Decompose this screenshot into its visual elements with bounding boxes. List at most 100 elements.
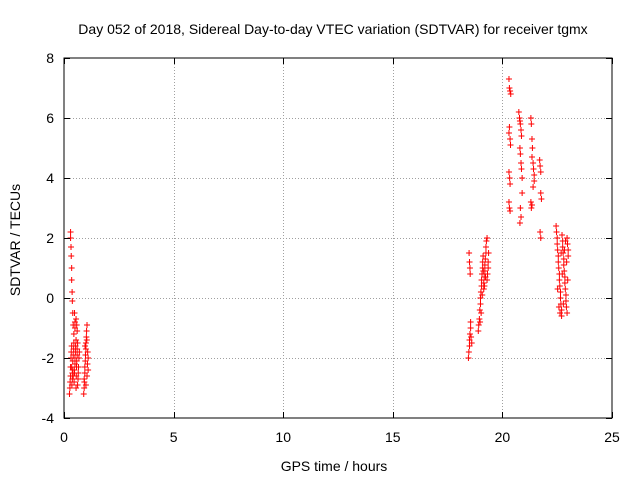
data-point xyxy=(560,301,567,307)
data-point xyxy=(530,184,537,190)
data-point xyxy=(475,322,482,328)
data-point xyxy=(465,355,472,361)
data-point xyxy=(75,376,82,382)
grid-lines xyxy=(64,58,612,418)
data-point xyxy=(527,199,534,205)
data-point xyxy=(564,235,571,241)
data-point xyxy=(84,322,91,328)
data-point xyxy=(560,262,567,268)
data-point xyxy=(561,274,568,280)
x-tick-label: 20 xyxy=(495,429,511,445)
data-point xyxy=(559,271,566,277)
data-point xyxy=(73,316,80,322)
data-point xyxy=(478,310,485,316)
y-tick-label: 8 xyxy=(46,50,54,66)
data-point xyxy=(480,268,487,274)
y-tick-label: 2 xyxy=(46,230,54,246)
data-point xyxy=(506,205,513,211)
data-point xyxy=(553,223,560,229)
data-point xyxy=(73,385,80,391)
data-point xyxy=(505,76,512,82)
data-point xyxy=(481,262,488,268)
data-point xyxy=(517,205,524,211)
data-point xyxy=(537,235,544,241)
data-point xyxy=(553,229,560,235)
data-point xyxy=(68,277,75,283)
y-tick-label: 6 xyxy=(46,110,54,126)
data-point xyxy=(74,340,81,346)
y-tick-label: -2 xyxy=(42,350,55,366)
y-axis-label: SDTVAR / TECUs xyxy=(7,184,23,296)
data-point xyxy=(467,271,474,277)
data-point xyxy=(561,247,568,253)
data-point xyxy=(564,310,571,316)
x-tick-label: 25 xyxy=(604,429,620,445)
data-point xyxy=(507,142,514,148)
data-point xyxy=(466,250,473,256)
data-point xyxy=(563,259,570,265)
data-point xyxy=(476,316,483,322)
data-point xyxy=(562,238,569,244)
data-point xyxy=(537,169,544,175)
data-point xyxy=(537,190,544,196)
data-point xyxy=(468,340,475,346)
data-point xyxy=(66,391,73,397)
data-point xyxy=(477,301,484,307)
axis-ticks xyxy=(64,58,613,419)
data-point xyxy=(554,286,561,292)
data-point xyxy=(82,340,89,346)
data-point xyxy=(477,319,484,325)
data-point xyxy=(485,259,492,265)
data-point xyxy=(537,163,544,169)
data-point xyxy=(476,307,483,313)
data-point xyxy=(75,364,82,370)
data-point xyxy=(519,190,526,196)
y-tick-labels: -4 -2 0 2 4 6 8 xyxy=(42,50,55,426)
data-point xyxy=(536,157,543,163)
data-point xyxy=(531,178,538,184)
data-point xyxy=(466,259,473,265)
data-point xyxy=(507,88,514,94)
data-point xyxy=(468,334,475,340)
data-point xyxy=(74,328,81,334)
data-point xyxy=(530,166,537,172)
data-point xyxy=(518,127,525,133)
data-point xyxy=(565,253,572,259)
data-point xyxy=(80,391,87,397)
x-tick-label: 5 xyxy=(170,429,178,445)
data-point xyxy=(71,379,78,385)
data-point xyxy=(70,373,77,379)
y-tick-label: 0 xyxy=(46,290,54,306)
data-point xyxy=(83,328,90,334)
data-point xyxy=(71,367,78,373)
data-point xyxy=(482,256,489,262)
data-point xyxy=(68,265,75,271)
data-point xyxy=(81,364,88,370)
data-point xyxy=(75,355,82,361)
data-point xyxy=(537,229,544,235)
data-point xyxy=(68,364,75,370)
data-point xyxy=(554,241,561,247)
data-point xyxy=(477,289,484,295)
data-point xyxy=(506,85,513,91)
data-point xyxy=(68,244,75,250)
data-point xyxy=(515,109,522,115)
data-point xyxy=(467,319,474,325)
data-point xyxy=(555,253,562,259)
chart-title: Day 052 of 2018, Sidereal Day-to-day VTE… xyxy=(78,21,587,37)
data-point xyxy=(74,382,81,388)
data-point xyxy=(562,286,569,292)
data-point xyxy=(564,277,571,283)
data-point xyxy=(528,154,535,160)
data-point xyxy=(517,121,524,127)
data-point xyxy=(507,208,514,214)
data-point xyxy=(561,280,568,286)
data-point xyxy=(557,295,564,301)
data-point xyxy=(479,292,486,298)
data-point xyxy=(81,376,88,382)
x-tick-label: 15 xyxy=(385,429,401,445)
data-point xyxy=(518,133,525,139)
data-point xyxy=(507,136,514,142)
data-point xyxy=(71,310,78,316)
data-point xyxy=(516,220,523,226)
